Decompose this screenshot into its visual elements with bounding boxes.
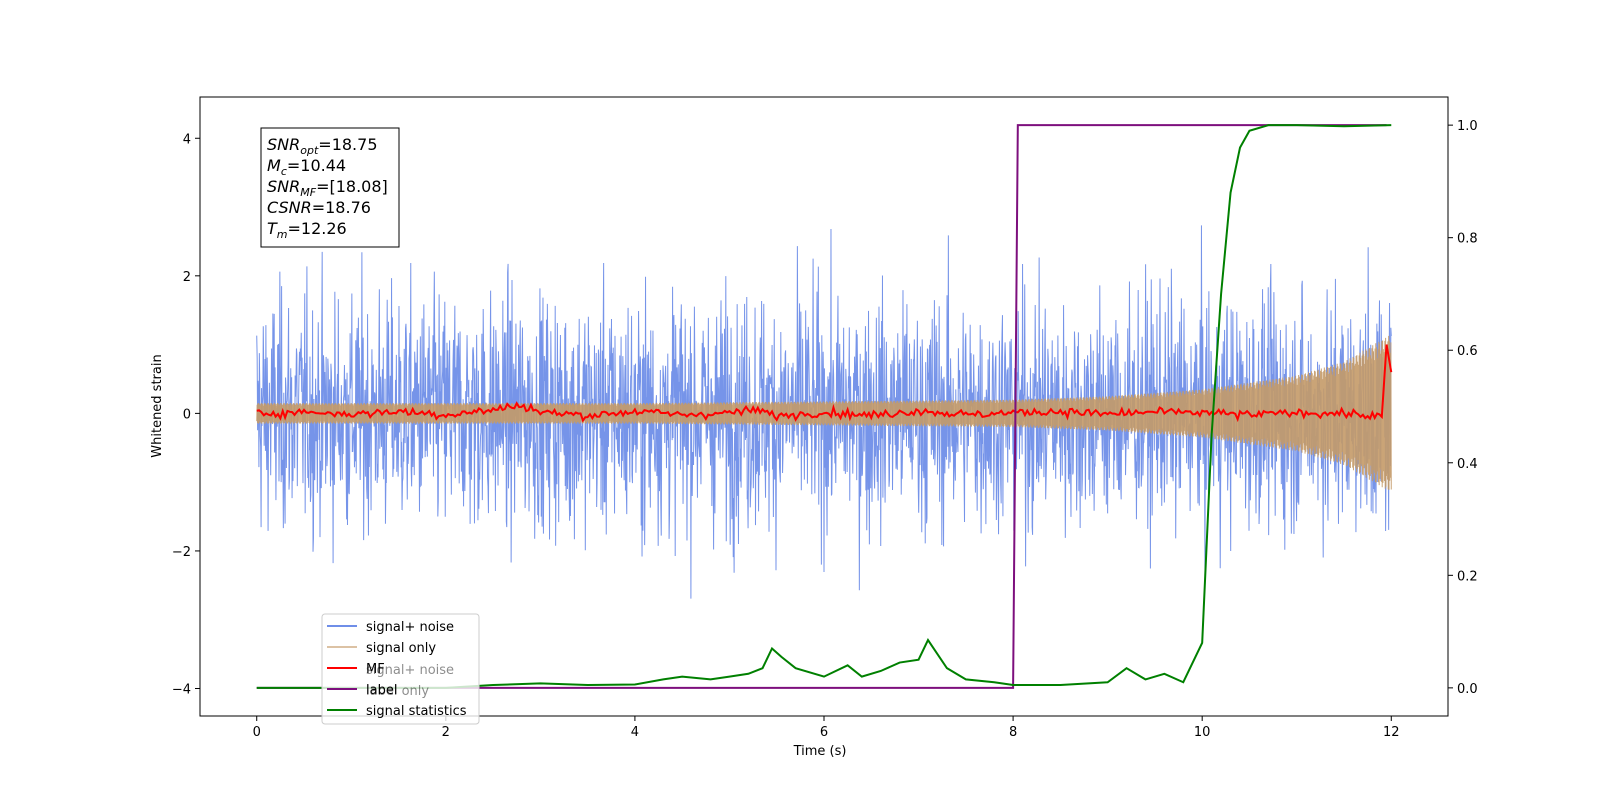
x-tick-label: 12 [1383, 725, 1400, 740]
y2-tick-label: 0.4 [1457, 457, 1478, 472]
annotation-line: SNRopt=18.75 [267, 135, 378, 157]
y2-tick-label: 0.0 [1457, 682, 1478, 697]
legend-ghost-text: signal+ noise [366, 663, 454, 678]
annotation-frame [260, 127, 400, 248]
x-tick-label: 0 [253, 725, 261, 740]
series-signal-statistics [256, 124, 1392, 689]
y2-tick-label: 0.2 [1457, 569, 1478, 584]
y2-tick-label: 0.6 [1457, 344, 1478, 359]
legend-label: signal+ noise [366, 620, 454, 635]
annotation-box: SNRopt=18.75Mc=10.44SNRMF=[18.08]CSNR=18… [260, 127, 400, 248]
annotation-line: Mc=10.44 [267, 156, 346, 178]
plot-area [256, 124, 1393, 689]
annotation-line: SNRMF=[18.08] [267, 177, 388, 199]
series-mf [256, 344, 1393, 423]
x-tick-label: 4 [631, 725, 639, 740]
y-tick-label: 2 [183, 270, 191, 285]
ticks-layer: 0 2 4 6 8 10 12 −4 −2 0 2 4 0.0 0.2 0.4 0.6 0.8 1.0 [172, 119, 1478, 740]
x-tick-label: 2 [442, 725, 450, 740]
x-tick-label: 8 [1009, 725, 1017, 740]
x-tick-label: 10 [1194, 725, 1211, 740]
x-tick-label: 6 [820, 725, 828, 740]
y-axis-label: Whitened strain [150, 354, 165, 457]
y2-tick-label: 0.8 [1457, 232, 1478, 247]
legend-label: label [366, 683, 397, 698]
annotation-line: CSNR=18.76 [267, 198, 371, 217]
legend-ghost-text: label only [366, 684, 429, 699]
y-tick-label: −4 [172, 682, 191, 697]
y-tick-label: −2 [172, 545, 191, 560]
legend-frame [321, 613, 480, 725]
legend: signal+ noise label only signal+ noise sign… [321, 613, 480, 725]
y-tick-label: 4 [183, 132, 191, 147]
x-axis-label: Time (s) [793, 744, 847, 759]
series-label [256, 124, 1387, 689]
series-signal-only [256, 335, 1392, 490]
legend-label: MF [366, 662, 385, 677]
legend-label: signal statistics [366, 704, 467, 719]
annotation-line: Tm=12.26 [267, 219, 347, 241]
y-tick-label: 0 [183, 407, 191, 422]
y2-tick-label: 1.0 [1457, 119, 1478, 134]
legend-label: signal only [366, 641, 436, 656]
